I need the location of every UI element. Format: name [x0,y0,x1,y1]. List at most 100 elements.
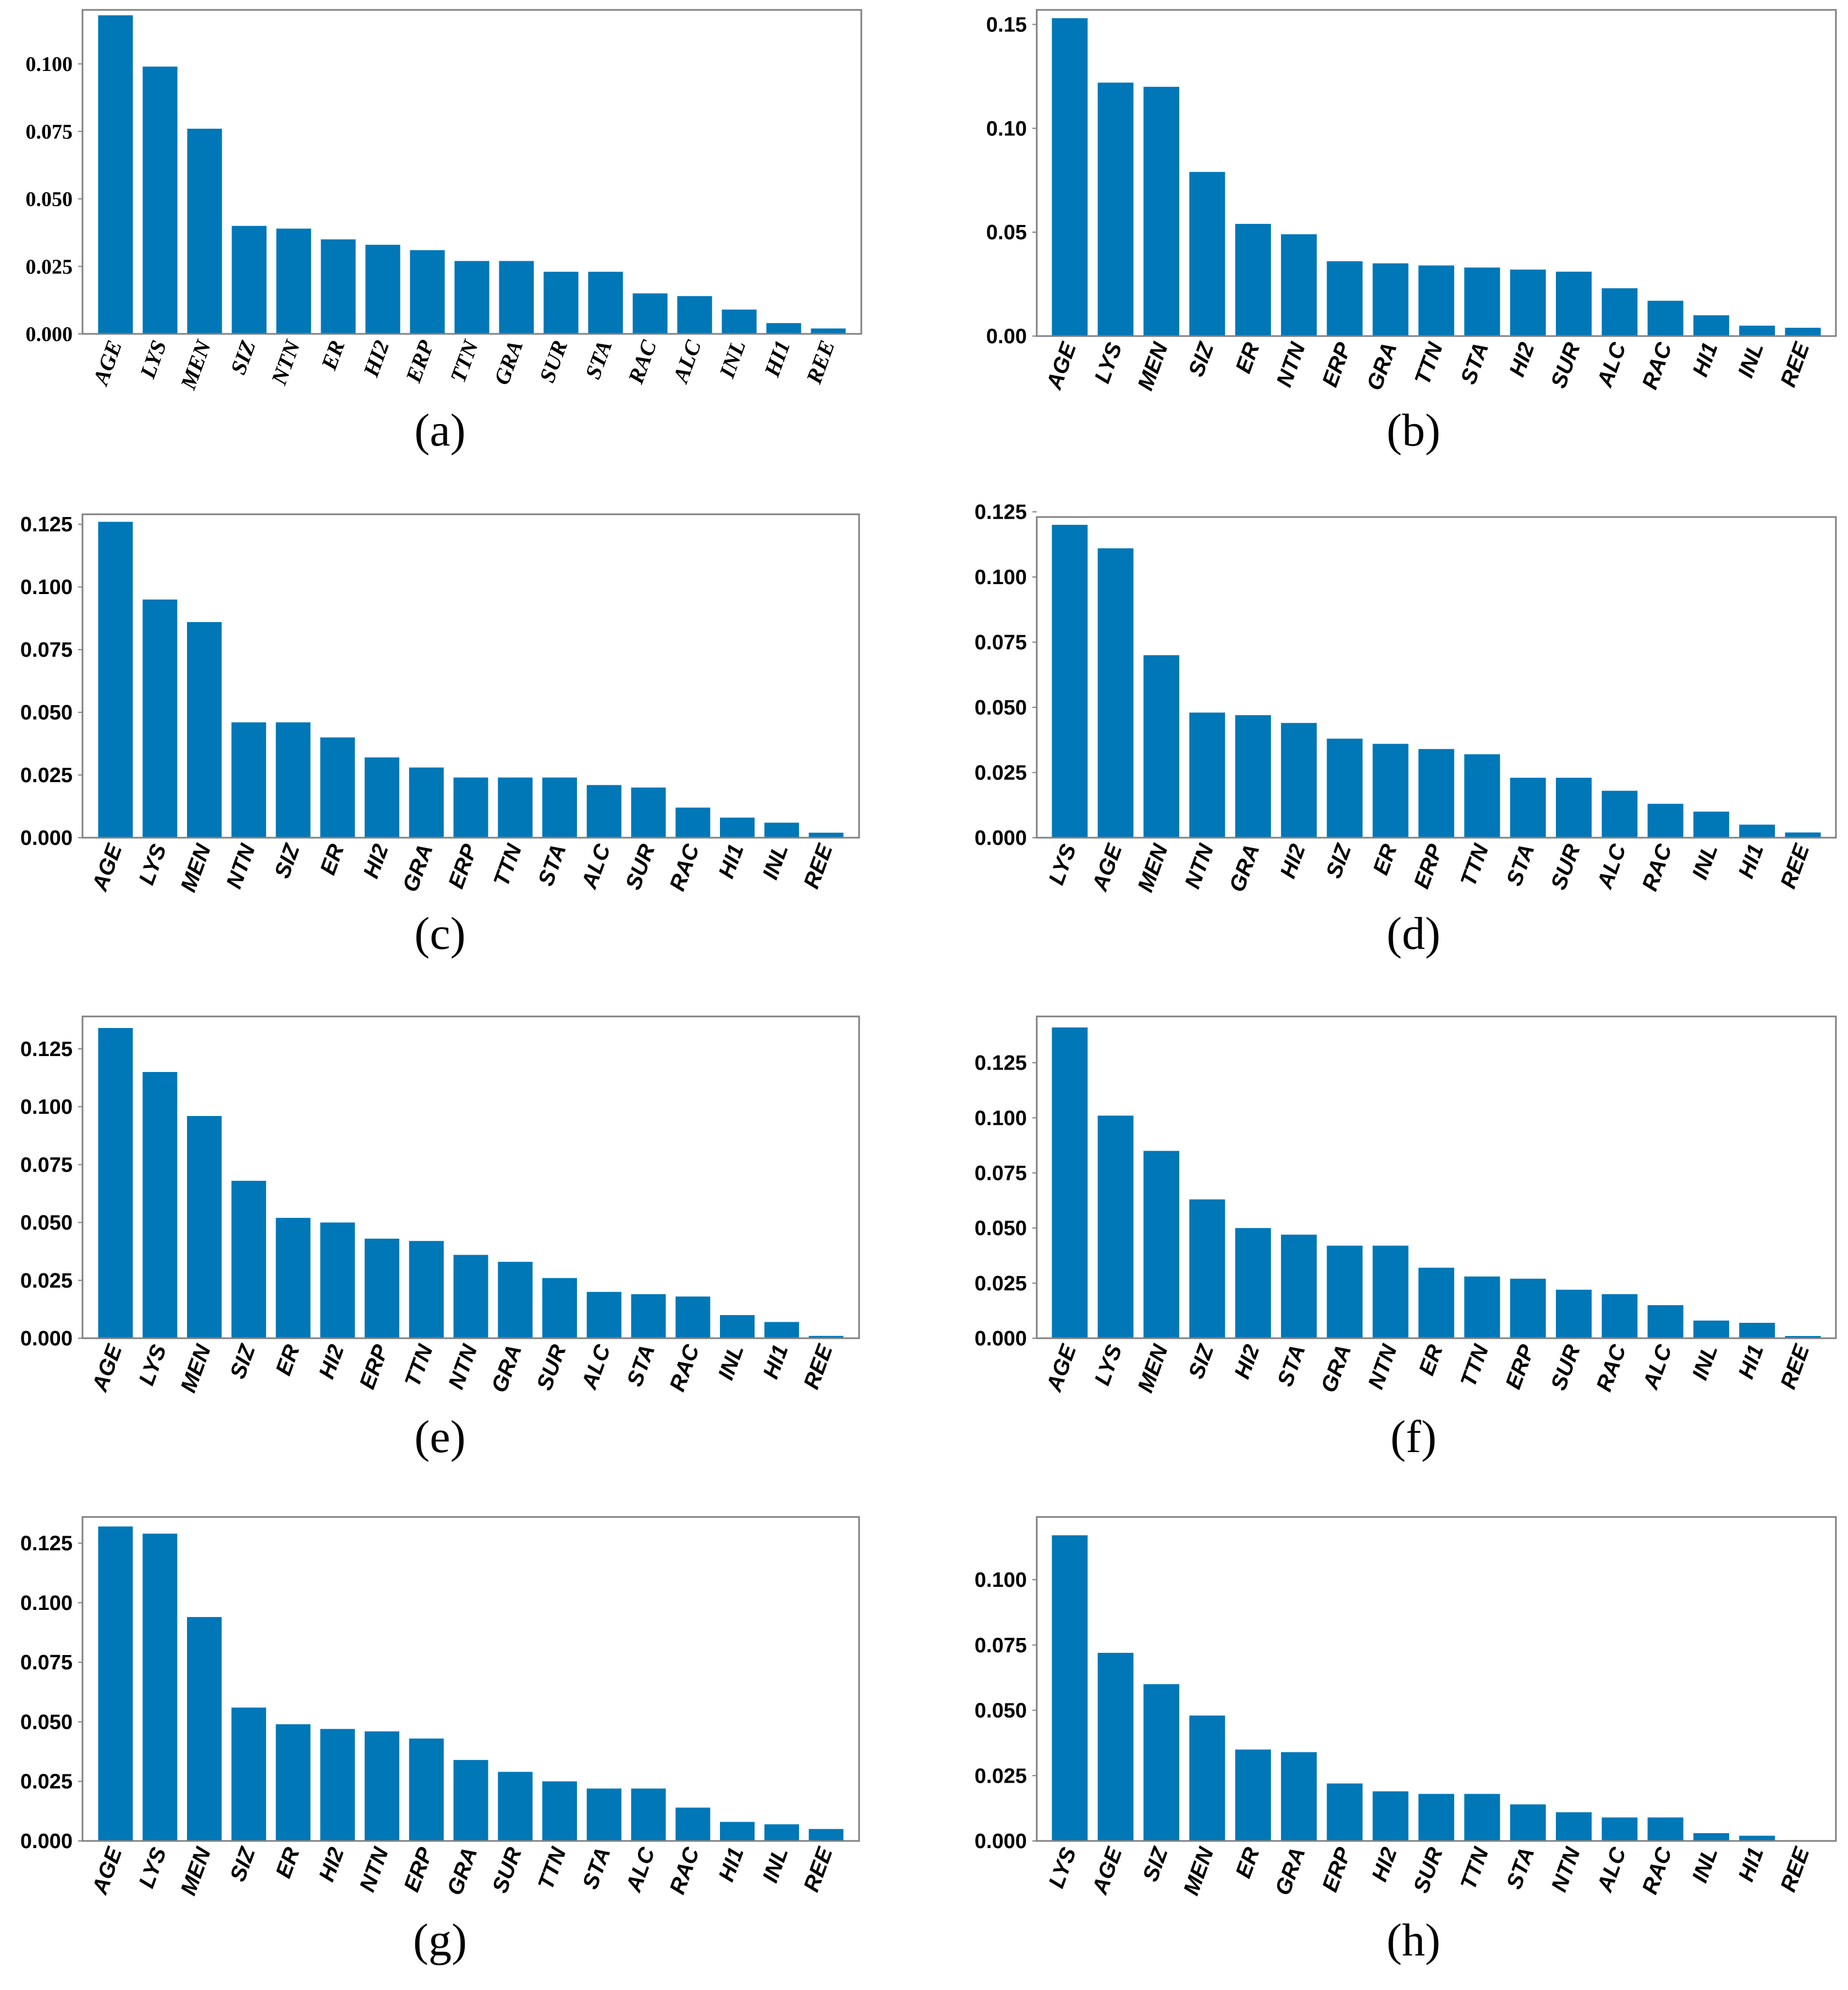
x-tick-label: HI1 [714,841,749,882]
x-tick-label: RAC [1592,1341,1631,1395]
y-tick-label: 0.075 [975,1162,1027,1185]
y-tick-label: 0.075 [26,120,73,144]
y-tick-label: 0.100 [20,1592,73,1615]
x-tick-label: INL [1687,841,1722,883]
bar-ttn [498,777,533,838]
bar-ttn [542,1781,577,1841]
x-tick-label: ALC [577,840,615,892]
bar-men [1189,1716,1225,1841]
bar-siz [276,722,311,838]
bar-erp [1510,1278,1546,1338]
x-tick-label: RAC [665,1341,704,1395]
x-tick-label: SIZ [226,337,261,378]
x-tick-label: RAC [1638,1844,1677,1898]
x-tick-label: MEN [1179,1844,1219,1899]
axes-frame [1036,1015,1837,1339]
x-tick-label: ER [316,337,350,373]
bar-hi1 [766,323,801,334]
bar-sur [542,1278,577,1338]
axes-frame [81,9,862,335]
x-tick-label: INL [758,1844,793,1886]
bar-gra [453,1760,488,1841]
x-tick-label: ER [1231,339,1264,376]
x-tick-label: SUR [1547,339,1585,392]
bar-siz [231,1707,266,1841]
x-tick-label: ER [1231,1844,1264,1881]
x-tick-label: STA [578,1844,615,1892]
x-tick-label: NTN [1547,1844,1585,1895]
bar-ntn [453,1255,488,1338]
bar-ree [811,328,846,334]
x-tick-label: HI2 [1230,1342,1264,1382]
x-tick-label: HI2 [359,841,393,882]
x-tick-label: AGE [1087,840,1127,895]
x-tick-label: INL [714,337,750,382]
x-tick-label: SIZ [270,840,305,882]
bar-ttn [1418,265,1454,336]
x-tick-label: SUR [1547,1342,1585,1394]
bar-hi1 [1739,1835,1775,1841]
x-tick-label: NTN [266,336,305,389]
x-tick-label: LYS [134,1342,171,1389]
bar-hi2 [320,1729,355,1841]
x-tick-label: GRA [398,841,438,895]
y-tick-label: 0.125 [975,1052,1027,1075]
y-tick-label: 0.100 [20,1096,73,1119]
bar-ntn [365,1731,399,1841]
x-tick-label: TTN [1456,1341,1493,1390]
bar-age [1052,18,1088,337]
x-tick-label: ALC [1592,840,1631,892]
bar-erp [410,250,445,334]
x-tick-label: LYS [135,337,171,382]
bar-men [187,622,222,838]
x-tick-label: REE [799,1844,838,1895]
x-tick-label: RAC [665,1844,704,1898]
bar-rac [675,807,711,838]
y-tick-label: 0.125 [20,1038,73,1061]
x-tick-label: HI2 [1505,339,1539,380]
bar-lys [142,67,178,334]
x-tick-label: HI1 [758,1342,793,1382]
bar-erp [1418,749,1454,838]
bar-rac [1647,804,1684,838]
bar-lys [1052,1535,1088,1841]
bar-ntn [231,722,266,838]
bar-gra [498,1262,533,1338]
x-tick-label: INL [1687,1844,1722,1886]
x-tick-label: STA [1456,339,1494,387]
x-tick-label: SIZ [1184,339,1219,380]
x-tick-label: GRA [1362,339,1402,394]
bar-men [1143,86,1180,337]
bar-siz [1327,738,1363,838]
panel-caption: (g) [413,1915,467,1966]
y-tick-label: 0.100 [975,1569,1027,1592]
x-tick-label: MEN [1133,1341,1173,1396]
x-tick-label: RAC [1638,339,1677,393]
x-tick-label: HI2 [358,337,394,381]
x-tick-label: ERP [355,1342,393,1393]
x-tick-label: AGE [87,1844,127,1898]
bar-erp [409,1738,444,1841]
bar-gra [499,261,534,334]
bar-alc [1647,1305,1684,1338]
panel-caption: (h) [1387,1915,1440,1966]
panel-caption: (c) [414,908,465,959]
bar-inl [1693,1320,1729,1338]
bar-rac [675,1296,711,1338]
x-tick-label: MEN [176,840,216,895]
y-tick-label: 0.025 [975,762,1027,785]
bar-siz [1143,1684,1180,1841]
bar-rac [1647,1817,1684,1841]
chart-panel-a: 0.000 0.025 0.050 0.075 0.100 AGE LYS MEN SIZ NTN… [26,9,862,456]
x-tick-label: GRA [1225,841,1264,895]
y-tick-label: 0.075 [975,1634,1027,1657]
x-tick-label: GRA [1317,1342,1356,1396]
x-tick-label: MEN [176,1844,216,1899]
bar-er [276,1218,311,1338]
y-tick-label: 0.050 [975,696,1027,719]
bar-ree [809,1335,844,1338]
x-tick-label: SUR [621,841,659,893]
bar-age [1097,1653,1134,1841]
y-tick-label: 0.025 [20,1269,73,1293]
x-tick-label: HI1 [759,337,795,381]
